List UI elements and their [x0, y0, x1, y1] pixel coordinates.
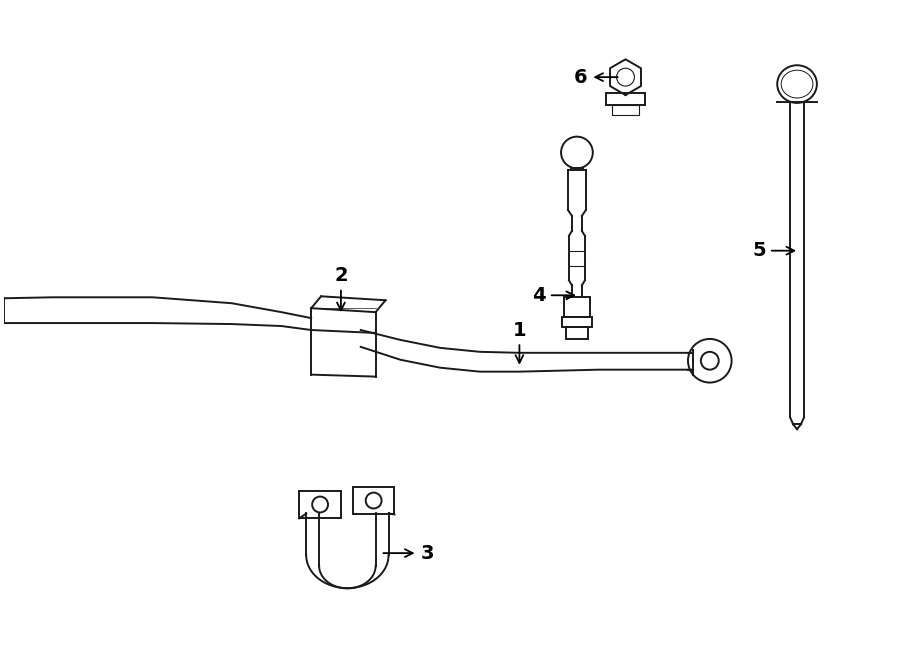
Bar: [564, 297, 590, 317]
Text: 3: 3: [383, 543, 434, 563]
Bar: [612, 105, 639, 115]
Bar: [566, 327, 588, 339]
Bar: [562, 317, 592, 327]
Text: 6: 6: [574, 67, 617, 87]
Text: 2: 2: [334, 266, 347, 310]
Bar: [606, 93, 645, 105]
Text: 5: 5: [752, 241, 794, 260]
Text: 4: 4: [533, 286, 574, 305]
Text: 1: 1: [513, 321, 526, 363]
